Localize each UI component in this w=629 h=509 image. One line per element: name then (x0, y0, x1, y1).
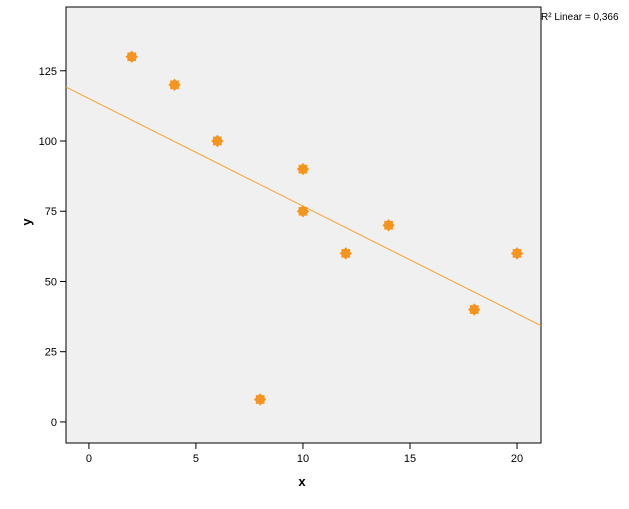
y-tick-label: 75 (45, 206, 57, 218)
point (168, 78, 181, 92)
x-tick-label: 0 (86, 453, 92, 465)
x-tick-label: 20 (511, 453, 523, 465)
plot-area (65, 6, 542, 444)
y-tick-label: 100 (39, 136, 57, 148)
y-tick-label: 25 (45, 347, 57, 359)
annotation: R² Linear = 0,366 (541, 12, 619, 23)
y-tick-label: 125 (39, 66, 57, 78)
point (296, 205, 310, 218)
point (468, 303, 481, 316)
x-tick-label: 10 (297, 453, 309, 465)
x-tick-label: 5 (193, 453, 199, 465)
y-axis-label: y (19, 218, 34, 226)
point (211, 134, 224, 148)
point (382, 219, 395, 232)
x-tick-label: 15 (404, 453, 416, 465)
point (296, 162, 310, 176)
x-axis-label: x (298, 474, 306, 489)
point (125, 50, 138, 63)
y-tick-label: 50 (45, 276, 57, 288)
point (253, 393, 267, 406)
y-tick-label: 0 (51, 417, 57, 429)
point (339, 247, 352, 260)
point (510, 247, 524, 260)
